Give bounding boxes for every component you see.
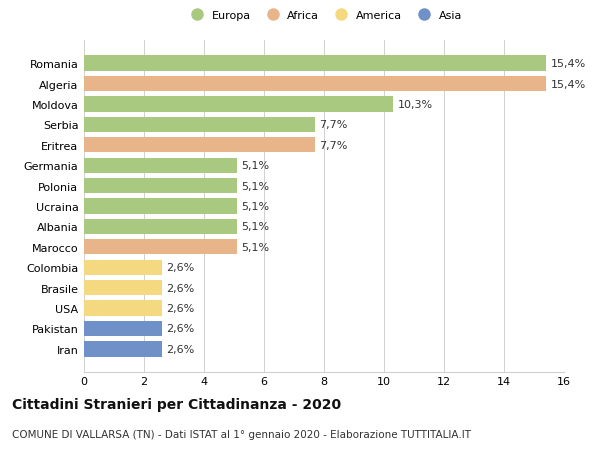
- Text: 2,6%: 2,6%: [167, 303, 195, 313]
- Text: COMUNE DI VALLARSA (TN) - Dati ISTAT al 1° gennaio 2020 - Elaborazione TUTTITALI: COMUNE DI VALLARSA (TN) - Dati ISTAT al …: [12, 429, 471, 439]
- Bar: [84, 260, 162, 275]
- Text: 2,6%: 2,6%: [167, 283, 195, 293]
- Bar: [84, 97, 393, 112]
- Text: 2,6%: 2,6%: [167, 263, 195, 273]
- Text: 5,1%: 5,1%: [241, 181, 269, 191]
- Bar: [84, 321, 162, 336]
- Text: 5,1%: 5,1%: [241, 242, 269, 252]
- Bar: [84, 219, 237, 235]
- Text: 5,1%: 5,1%: [241, 202, 269, 212]
- Bar: [84, 138, 315, 153]
- Text: 10,3%: 10,3%: [398, 100, 433, 110]
- Bar: [84, 280, 162, 296]
- Bar: [84, 118, 315, 133]
- Bar: [84, 158, 237, 174]
- Legend: Europa, Africa, America, Asia: Europa, Africa, America, Asia: [186, 11, 462, 21]
- Bar: [84, 240, 237, 255]
- Text: 5,1%: 5,1%: [241, 222, 269, 232]
- Text: 7,7%: 7,7%: [320, 140, 348, 151]
- Text: 15,4%: 15,4%: [551, 79, 586, 90]
- Bar: [84, 77, 546, 92]
- Text: Cittadini Stranieri per Cittadinanza - 2020: Cittadini Stranieri per Cittadinanza - 2…: [12, 397, 341, 411]
- Text: 5,1%: 5,1%: [241, 161, 269, 171]
- Bar: [84, 56, 546, 72]
- Bar: [84, 341, 162, 357]
- Text: 7,7%: 7,7%: [320, 120, 348, 130]
- Bar: [84, 179, 237, 194]
- Text: 2,6%: 2,6%: [167, 324, 195, 334]
- Bar: [84, 301, 162, 316]
- Text: 15,4%: 15,4%: [551, 59, 586, 69]
- Bar: [84, 199, 237, 214]
- Text: 2,6%: 2,6%: [167, 344, 195, 354]
